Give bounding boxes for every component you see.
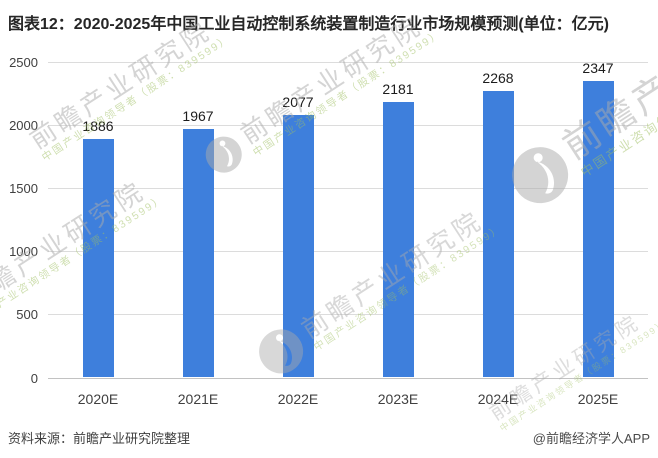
gridline-1500 (48, 188, 648, 190)
bar-2022E (282, 115, 314, 378)
bar-value-label-2022E: 2077 (282, 94, 314, 111)
x-axis-line (48, 377, 648, 379)
bar-value-label-2024E: 2268 (482, 70, 514, 86)
gridline-2000 (48, 124, 648, 126)
gridline-2500 (48, 61, 648, 63)
y-tick-label-2500: 2500 (9, 54, 38, 70)
x-tick-label-2022E: 2022E (277, 391, 319, 407)
x-tick-label-2021E: 2021E (177, 391, 219, 407)
bar-2024E (482, 91, 514, 378)
gridline-500 (48, 314, 648, 316)
credit-note: @前瞻经济学人APP (532, 431, 650, 446)
bar-value-label-2023E: 2181 (382, 80, 414, 97)
x-tick-label-2024E: 2024E (477, 391, 519, 407)
y-tick-label-1000: 1000 (9, 244, 38, 260)
y-tick-label-0: 0 (30, 370, 38, 386)
bar-2020E (82, 139, 114, 378)
y-tick-label-1500: 1500 (9, 181, 38, 197)
bar-2021E (182, 129, 214, 378)
source-note: 资料来源：前瞻产业研究院整理 (8, 431, 191, 446)
chart-title: 图表12：2020-2025年中国工业自动控制系统装置制造行业市场规模预测(单位… (8, 16, 609, 33)
bar-2023E (382, 101, 414, 378)
bar-value-label-2025E: 2347 (582, 60, 614, 77)
x-tick-label-2023E: 2023E (377, 391, 419, 407)
x-tick-label-2020E: 2020E (77, 391, 119, 407)
bar-2025E (582, 81, 614, 378)
x-tick-label-2025E: 2025E (577, 391, 619, 407)
bar-value-label-2020E: 1886 (82, 118, 114, 135)
gridline-1000 (48, 251, 648, 253)
bar-value-label-2021E: 1967 (182, 108, 214, 125)
y-tick-label-500: 500 (16, 307, 38, 323)
y-tick-label-2000: 2000 (9, 117, 38, 133)
